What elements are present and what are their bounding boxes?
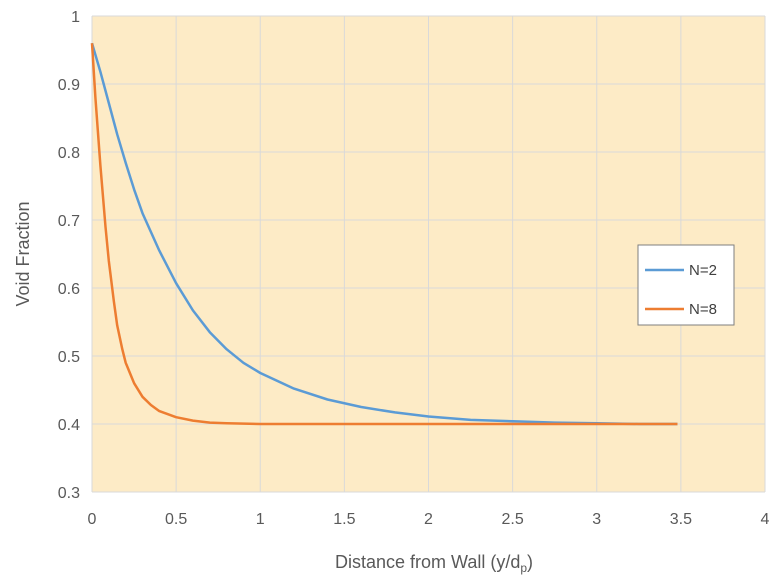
y-axis-ticks: 0.3 0.4 0.5 0.6 0.7 0.8 0.9 1 xyxy=(58,9,80,502)
y-tick-label: 0.7 xyxy=(58,213,80,230)
x-axis-title: Distance from Wall (y/dp) xyxy=(335,552,533,575)
x-axis-title-main: Distance from Wall (y/d xyxy=(335,552,520,572)
y-axis-title: Void Fraction xyxy=(13,201,33,306)
y-tick-label: 0.9 xyxy=(58,77,80,94)
series-line-n8 xyxy=(90,43,678,426)
x-tick-label: 0.5 xyxy=(165,511,187,528)
y-tick-label: 0.3 xyxy=(58,485,80,502)
series-layer xyxy=(90,42,678,426)
legend: N=2 N=8 xyxy=(637,244,735,326)
y-tick-label: 0.8 xyxy=(58,145,80,162)
x-axis-ticks: 0 0.5 1 1.5 2 2.5 3 3.5 4 xyxy=(88,511,769,528)
legend-box xyxy=(637,244,735,326)
x-tick-label: 2 xyxy=(424,511,433,528)
x-tick-label: 1.5 xyxy=(333,511,355,528)
legend-label-n8: N=8 xyxy=(689,301,717,318)
x-axis-title-subscript: p xyxy=(520,561,527,575)
series-line-n2 xyxy=(90,42,678,426)
y-tick-label: 0.5 xyxy=(58,349,80,366)
y-tick-label: 0.6 xyxy=(58,281,80,298)
legend-label-n2: N=2 xyxy=(689,262,717,279)
y-tick-label: 0.4 xyxy=(58,417,80,434)
y-tick-label: 1 xyxy=(71,9,80,26)
x-axis-title-suffix: ) xyxy=(527,552,533,572)
x-tick-label: 4 xyxy=(761,511,769,528)
x-tick-label: 1 xyxy=(256,511,265,528)
x-tick-label: 3.5 xyxy=(670,511,692,528)
x-tick-label: 3 xyxy=(592,511,601,528)
x-tick-label: 2.5 xyxy=(502,511,524,528)
x-tick-label: 0 xyxy=(88,511,97,528)
